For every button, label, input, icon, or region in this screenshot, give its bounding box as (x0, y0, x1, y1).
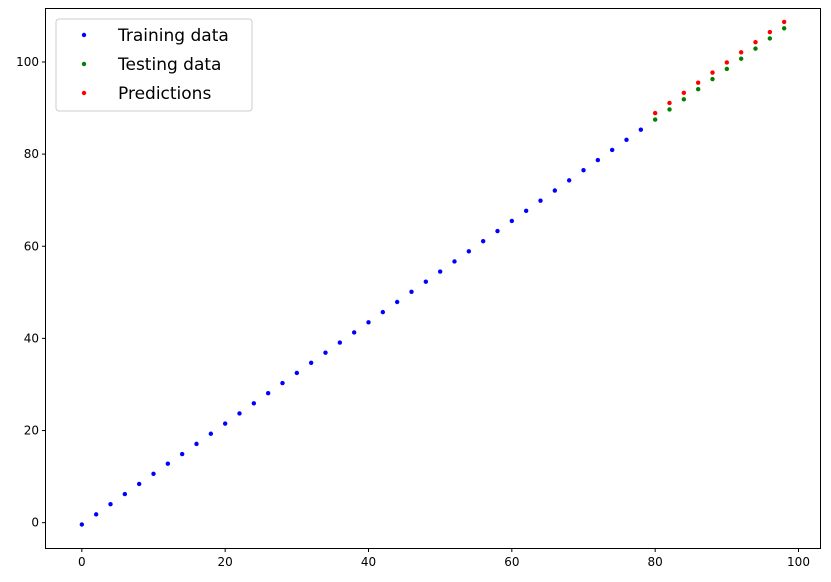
point-2-4 (710, 70, 715, 75)
point-0-8 (194, 441, 199, 447)
point-1-6 (738, 56, 744, 61)
point-1-9 (781, 26, 787, 31)
point-2-1 (667, 100, 672, 106)
x-axis: 0 20 40 60 80 100 (78, 548, 810, 569)
legend-box (55, 18, 253, 112)
point-0-37 (609, 147, 615, 153)
point-1-2 (681, 97, 687, 102)
x-tick-label: 60 (504, 555, 519, 569)
x-tick-label: 20 (218, 555, 233, 569)
point-0-34 (566, 178, 572, 183)
x-tick-label: 80 (648, 555, 663, 569)
point-2-7 (753, 39, 758, 45)
point-1-5 (724, 66, 730, 72)
point-0-32 (538, 198, 543, 203)
point-0-28 (480, 238, 486, 244)
legend-label-1: Testing data (117, 55, 221, 75)
point-0-3 (122, 491, 128, 497)
point-0-29 (495, 228, 500, 234)
point-1-3 (695, 86, 701, 92)
point-0-39 (638, 127, 644, 132)
legend-label-0: Training data (117, 26, 229, 46)
point-0-2 (108, 502, 113, 507)
point-0-0 (79, 522, 85, 527)
point-2-6 (738, 50, 744, 55)
point-1-0 (652, 117, 658, 122)
point-0-36 (595, 157, 601, 163)
x-tick-label: 0 (78, 555, 86, 569)
legend-marker-0 (81, 32, 87, 38)
point-0-1 (93, 512, 99, 517)
x-tick-label: 100 (787, 555, 810, 569)
point-1-1 (667, 107, 672, 112)
x-tick-label: 40 (361, 555, 376, 569)
point-0-38 (624, 137, 629, 143)
point-0-13 (265, 391, 271, 396)
point-0-22 (394, 299, 400, 305)
point-0-26 (452, 259, 457, 264)
point-0-31 (523, 208, 529, 213)
point-0-30 (509, 218, 515, 224)
point-0-17 (323, 350, 328, 355)
y-axis: 0 20 40 60 80 100 (16, 55, 46, 530)
point-0-14 (280, 380, 285, 386)
point-0-24 (423, 279, 429, 284)
point-0-19 (351, 330, 357, 335)
y-tick-label: 20 (24, 424, 39, 438)
point-1-8 (767, 36, 773, 41)
plot-frame (45, 8, 821, 549)
point-0-33 (552, 188, 558, 193)
y-tick-label: 80 (24, 147, 39, 161)
y-tick-label: 40 (24, 331, 39, 345)
y-tick-label: 100 (16, 55, 39, 69)
point-0-10 (222, 421, 228, 426)
point-1-4 (710, 76, 715, 82)
point-2-2 (681, 90, 687, 96)
legend-marker-1 (81, 61, 87, 67)
point-0-6 (165, 461, 171, 466)
point-2-8 (767, 29, 773, 35)
point-0-27 (466, 249, 472, 254)
point-0-21 (380, 309, 386, 315)
legend-marker-2 (81, 90, 87, 96)
point-0-16 (308, 360, 314, 366)
point-0-9 (208, 431, 214, 436)
point-0-15 (294, 370, 300, 376)
y-tick-label: 0 (31, 516, 39, 530)
point-0-35 (581, 168, 586, 173)
point-0-4 (136, 481, 142, 487)
y-tick-label: 60 (24, 239, 39, 253)
point-0-25 (437, 269, 443, 274)
point-0-11 (237, 411, 242, 416)
point-0-5 (151, 471, 156, 477)
point-2-9 (781, 19, 787, 25)
data-points (79, 19, 787, 527)
point-0-18 (337, 340, 343, 345)
point-2-3 (695, 80, 701, 85)
legend-label-2: Predictions (118, 84, 211, 104)
legend: Training data Testing data Predictions (55, 18, 253, 112)
point-1-7 (753, 46, 758, 51)
point-0-20 (366, 320, 371, 325)
point-2-5 (724, 60, 730, 65)
point-0-23 (409, 289, 414, 295)
point-0-7 (179, 451, 185, 457)
point-0-12 (251, 401, 257, 406)
point-2-0 (652, 110, 658, 116)
